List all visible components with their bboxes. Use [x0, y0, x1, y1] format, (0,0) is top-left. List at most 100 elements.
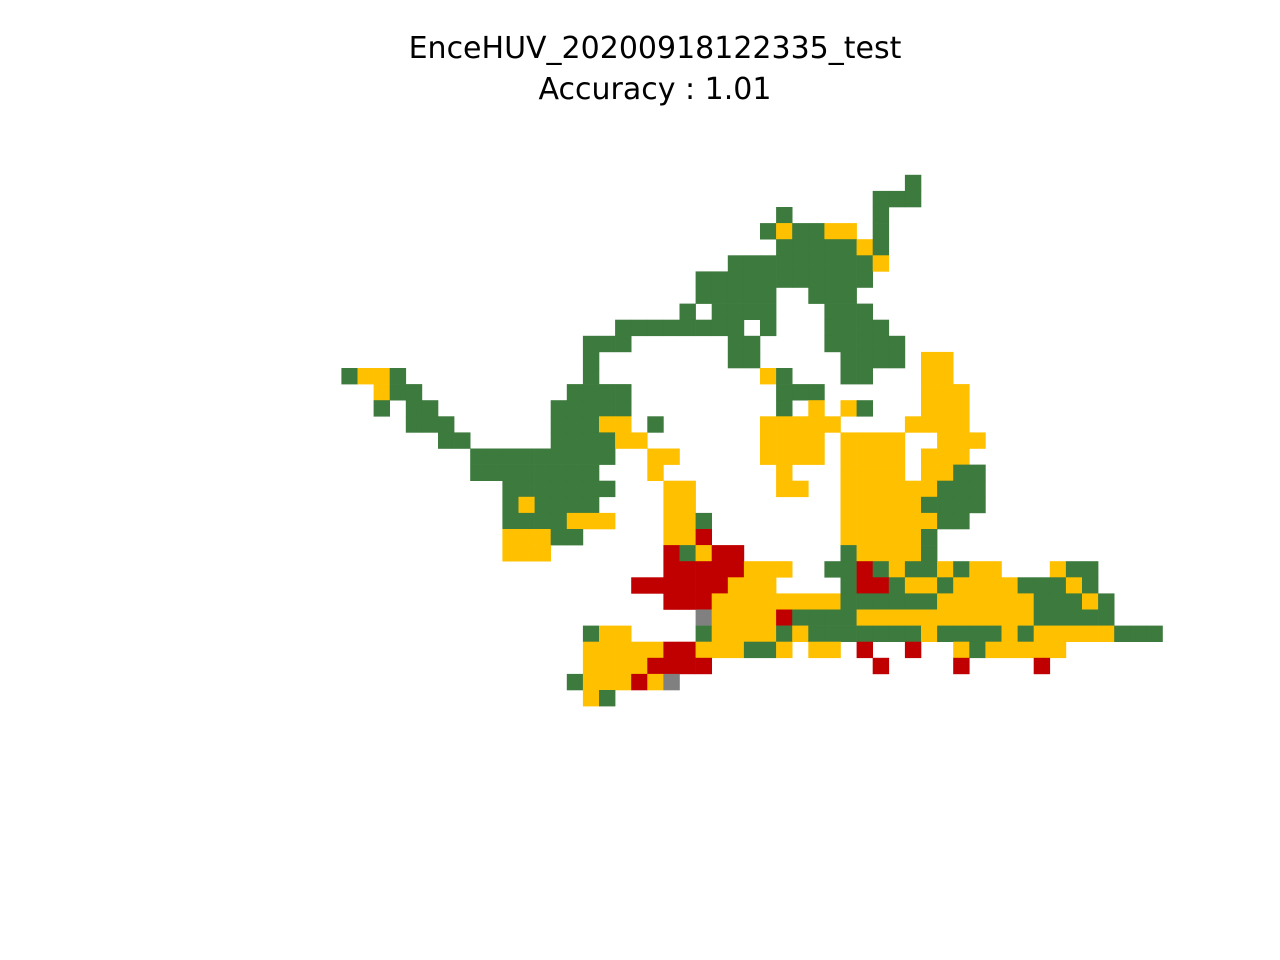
heatmap-cell-red	[856, 561, 873, 578]
heatmap-cell-yellow	[357, 368, 374, 385]
heatmap-cell-yellow	[921, 448, 938, 465]
heatmap-cell-yellow	[760, 448, 777, 465]
heatmap-cell-green	[711, 287, 729, 304]
heatmap-cell-yellow	[824, 641, 841, 659]
heatmap-cell-yellow	[953, 609, 970, 626]
heatmap-cell-green	[872, 335, 890, 353]
heatmap-cell-yellow	[760, 577, 777, 594]
heatmap-cell-yellow	[534, 545, 551, 562]
heatmap-cell-green	[582, 480, 600, 498]
heatmap-cell-green	[953, 512, 970, 530]
heatmap-cell-yellow	[921, 577, 938, 594]
heatmap-cell-yellow	[502, 529, 519, 546]
heatmap-cell-green	[679, 545, 696, 562]
heatmap-cell-yellow	[953, 416, 970, 433]
heatmap-cell-green	[1033, 593, 1051, 610]
heatmap-cell-green	[840, 319, 857, 337]
heatmap-cell-yellow	[1082, 625, 1099, 642]
heatmap-cell-yellow	[856, 480, 873, 498]
heatmap-cell-green	[872, 319, 890, 337]
heatmap-cell-yellow	[904, 609, 922, 626]
heatmap-cell-yellow	[776, 432, 793, 449]
heatmap-cell-yellow	[872, 255, 890, 272]
heatmap-cell-green	[1049, 577, 1067, 594]
heatmap-cell-green	[872, 190, 890, 208]
heatmap-cell-yellow	[953, 400, 970, 417]
heatmap-cell-yellow	[1049, 625, 1067, 642]
heatmap-cell-green	[840, 239, 857, 256]
heatmap-cell-yellow	[679, 496, 696, 514]
heatmap-cell-green	[534, 464, 551, 481]
heatmap-cell-yellow	[599, 657, 616, 675]
heatmap-cell-yellow	[888, 480, 906, 498]
heatmap-cell-yellow	[969, 561, 986, 578]
heatmap-cell-green	[808, 384, 825, 401]
heatmap-cell-yellow	[985, 609, 1002, 626]
heatmap-cell-green	[872, 207, 890, 224]
heatmap-cell-green	[937, 577, 954, 594]
heatmap-cell-yellow	[792, 448, 809, 465]
heatmap-cell-yellow	[615, 657, 632, 675]
heatmap-cell-yellow	[631, 641, 648, 659]
heatmap-cell-yellow	[953, 641, 970, 659]
heatmap-cell-yellow	[582, 673, 600, 691]
heatmap-cell-green	[582, 448, 600, 465]
heatmap-cell-red	[856, 641, 873, 659]
heatmap-cell-yellow	[695, 545, 712, 562]
heatmap-cell-yellow	[1017, 641, 1034, 659]
heatmap-cell-green	[856, 625, 873, 642]
heatmap-cell-green	[727, 351, 745, 369]
heatmap-cell-green	[840, 255, 857, 272]
heatmap-cell-green	[582, 432, 600, 449]
heatmap-cell-yellow	[904, 496, 922, 514]
heatmap-cell-yellow	[615, 416, 632, 433]
heatmap-cell-green	[405, 384, 423, 401]
heatmap-cell-green	[550, 432, 568, 449]
heatmap-cell-green	[534, 512, 551, 530]
heatmap-cell-yellow	[760, 593, 777, 610]
heatmap-cell-red	[679, 577, 696, 594]
heatmap-cell-green	[566, 496, 584, 514]
heatmap-cell-green	[470, 448, 487, 465]
heatmap-cell-yellow	[840, 529, 857, 546]
heatmap-cell-green	[969, 641, 986, 659]
heatmap-cell-green	[872, 351, 890, 369]
heatmap-cell-yellow	[937, 464, 954, 481]
heatmap-cell-yellow	[1001, 593, 1018, 610]
heatmap-cell-yellow	[776, 448, 793, 465]
heatmap-cell-green	[1082, 609, 1099, 626]
heatmap-cell-green	[647, 416, 664, 433]
heatmap-cell-yellow	[502, 545, 519, 562]
heatmap-cell-green	[518, 480, 535, 498]
heatmap-cell-yellow	[679, 480, 696, 498]
heatmap-cell-yellow	[373, 384, 390, 401]
heatmap-cell-green	[566, 400, 584, 417]
heatmap-cell-red	[663, 657, 680, 675]
heatmap-cell-yellow	[599, 625, 616, 642]
heatmap-cell-yellow	[824, 416, 841, 433]
heatmap-cell-green	[599, 690, 616, 707]
heatmap-cell-green	[1146, 625, 1163, 642]
heatmap-cell-green	[679, 303, 696, 320]
heatmap-cell-yellow	[760, 432, 777, 449]
heatmap-cell-red	[872, 577, 890, 594]
heatmap-cell-yellow	[727, 609, 745, 626]
heatmap-cell-yellow	[921, 351, 938, 369]
heatmap-cell-green	[421, 400, 439, 417]
heatmap-cell-green	[1130, 625, 1147, 642]
heatmap-cell-yellow	[518, 496, 535, 514]
heatmap-cell-yellow	[808, 432, 825, 449]
heatmap-cell-green	[792, 384, 809, 401]
heatmap-cell-yellow	[1001, 625, 1018, 642]
heatmap-cell-yellow	[1049, 561, 1067, 578]
heatmap-cell-yellow	[953, 432, 970, 449]
heatmap-cell-yellow	[792, 593, 809, 610]
heatmap-cell-yellow	[631, 432, 648, 449]
heatmap-cell-green	[808, 287, 825, 304]
heatmap-cell-yellow	[824, 223, 841, 240]
heatmap-cell-yellow	[1001, 609, 1018, 626]
heatmap-cell-yellow	[792, 480, 809, 498]
heatmap-cell-yellow	[840, 432, 857, 449]
heatmap-cell-green	[550, 480, 568, 498]
heatmap-cell-yellow	[937, 561, 954, 578]
